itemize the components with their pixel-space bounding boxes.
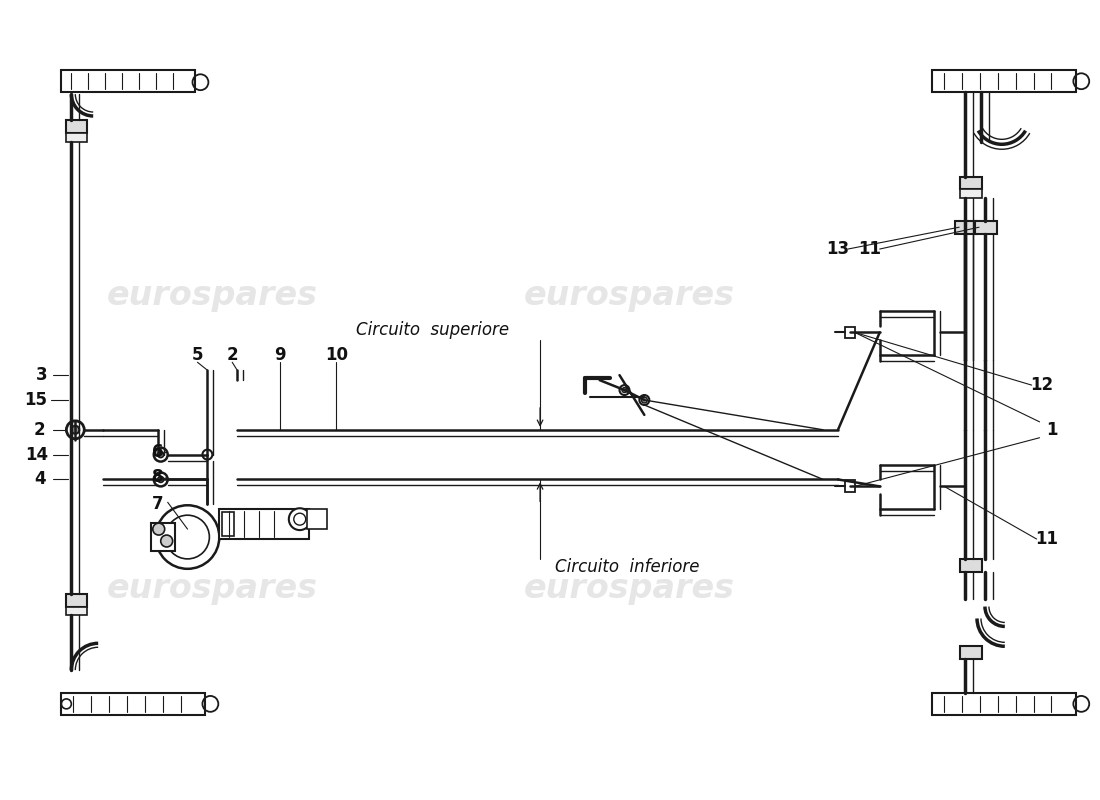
Circle shape	[66, 421, 85, 438]
Text: 12: 12	[1030, 376, 1053, 394]
Text: 9: 9	[274, 346, 286, 364]
Text: 7: 7	[152, 495, 164, 514]
Bar	[960, 177, 982, 190]
Circle shape	[154, 473, 167, 486]
Circle shape	[641, 397, 647, 403]
Text: 10: 10	[324, 346, 348, 364]
Circle shape	[157, 477, 164, 482]
Circle shape	[621, 387, 627, 393]
Bar	[66, 133, 87, 142]
Bar	[960, 190, 982, 198]
Text: 11: 11	[1035, 530, 1058, 548]
Text: 13: 13	[826, 240, 849, 258]
Bar	[845, 326, 855, 338]
Text: eurospares: eurospares	[524, 279, 735, 312]
Text: 5: 5	[191, 346, 204, 364]
Bar	[955, 222, 977, 234]
Bar	[960, 646, 982, 659]
Bar	[62, 70, 196, 92]
Text: eurospares: eurospares	[107, 572, 318, 605]
Bar	[960, 559, 982, 572]
Circle shape	[153, 523, 165, 535]
Text: Circuito  inferiore: Circuito inferiore	[556, 558, 700, 576]
Text: 3: 3	[35, 366, 47, 384]
Text: 1: 1	[1046, 421, 1057, 438]
Bar	[933, 693, 1076, 714]
Text: eurospares: eurospares	[524, 572, 735, 605]
Text: 2: 2	[34, 421, 45, 438]
Bar	[66, 594, 87, 606]
Bar	[933, 70, 1076, 92]
Circle shape	[156, 506, 219, 569]
Circle shape	[166, 515, 209, 559]
Text: 15: 15	[24, 391, 47, 409]
Bar	[62, 693, 206, 714]
Text: 6: 6	[152, 442, 164, 461]
Bar	[845, 481, 855, 492]
Circle shape	[157, 452, 164, 458]
Circle shape	[639, 395, 649, 405]
Bar	[151, 523, 175, 551]
Bar	[66, 120, 87, 133]
Text: 11: 11	[858, 240, 881, 258]
Circle shape	[72, 426, 79, 434]
Circle shape	[294, 514, 306, 525]
Bar	[222, 512, 234, 536]
Circle shape	[161, 535, 173, 547]
Circle shape	[289, 508, 310, 530]
Circle shape	[202, 450, 212, 459]
Text: eurospares: eurospares	[107, 279, 318, 312]
Circle shape	[154, 448, 167, 462]
Text: 14: 14	[25, 446, 48, 464]
Text: 4: 4	[34, 470, 45, 489]
Text: Circuito  superiore: Circuito superiore	[356, 322, 509, 339]
Circle shape	[619, 385, 629, 395]
Bar	[66, 606, 87, 615]
Text: 8: 8	[152, 469, 164, 486]
Bar	[975, 222, 997, 234]
Bar	[219, 510, 309, 539]
Bar	[307, 510, 327, 529]
Text: 2: 2	[227, 346, 238, 364]
